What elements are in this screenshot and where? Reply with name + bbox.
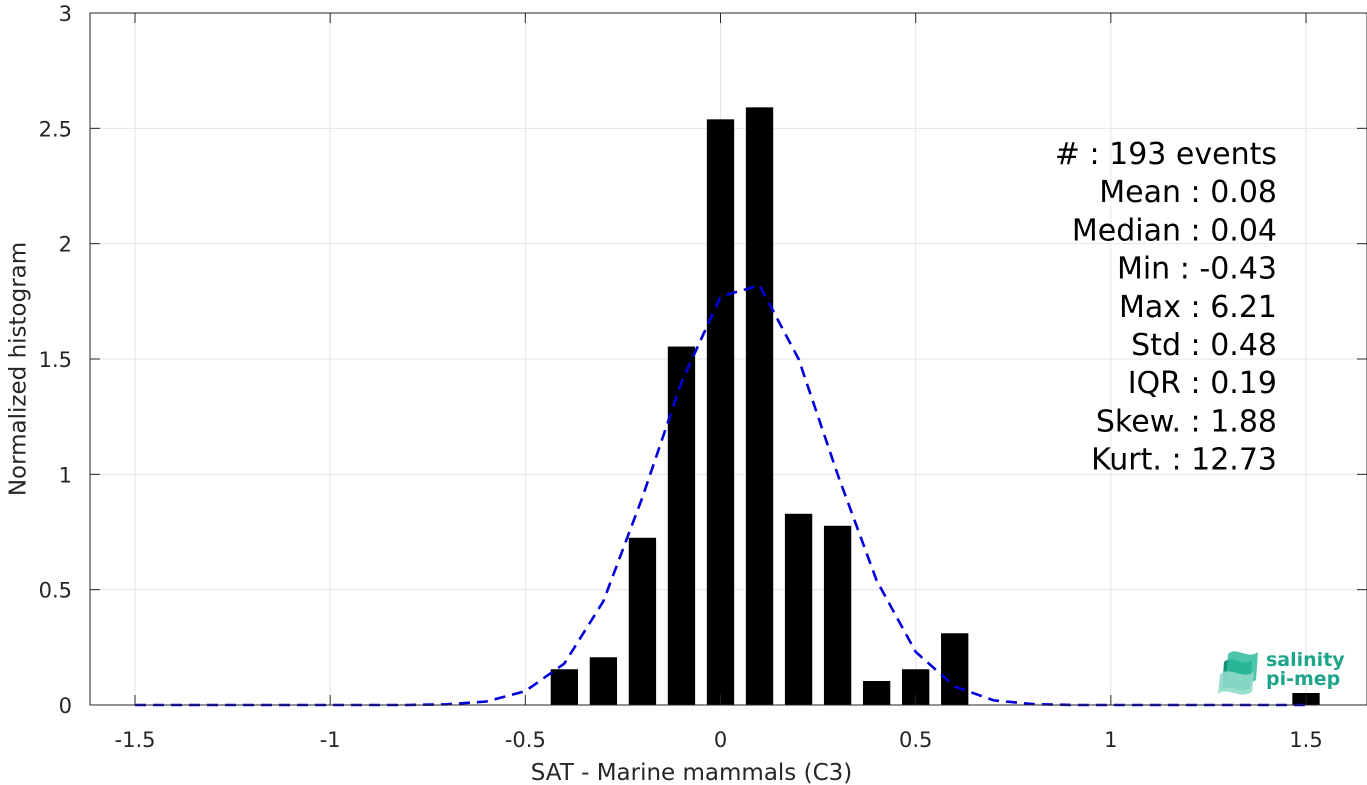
y-tick-label: 0.5: [39, 579, 72, 603]
x-tick-label: -0.5: [505, 728, 546, 752]
histogram-bar: [667, 346, 696, 705]
histogram-bar: [941, 633, 969, 705]
histogram-bar: [550, 669, 579, 705]
stat-line: Skew. : 1.88: [1096, 404, 1277, 439]
histogram-bar: [706, 119, 735, 705]
x-tick-label: 0.5: [899, 728, 932, 752]
stat-line: Kurt. : 12.73: [1091, 443, 1277, 478]
y-tick-label: 0: [59, 694, 72, 718]
stat-line: Mean : 0.08: [1099, 175, 1277, 210]
y-tick-label: 3: [59, 2, 72, 26]
logo-text-pi-mep: pi-mep: [1266, 668, 1340, 690]
y-tick-label: 2.5: [39, 117, 72, 141]
x-tick-label: 1: [1104, 728, 1117, 752]
salinity-pi-mep-logo: salinity pi-mep: [1218, 649, 1345, 695]
y-axis-label: Normalized histogram: [6, 242, 32, 496]
x-tick-label: -1: [320, 728, 341, 752]
axis-ticks: -1.5 -1 -0.5 0 0.5 1 1.5 0 0.5 1 1.5 2 2.5 3: [39, 2, 1367, 752]
y-tick-label: 1.5: [39, 348, 72, 372]
y-tick-label: 2: [59, 233, 72, 257]
histogram-bar: [589, 657, 618, 705]
x-tick-label: 0: [714, 728, 727, 752]
logo-wave-icon: [1218, 651, 1258, 695]
x-axis-label: SAT - Marine mammals (C3): [531, 760, 853, 785]
histogram-bar: [823, 525, 852, 705]
stat-line: Min : -0.43: [1117, 252, 1277, 287]
logo-text-salinity: salinity: [1266, 649, 1345, 671]
stat-line: Median : 0.04: [1072, 213, 1277, 248]
histogram-bar: [862, 681, 891, 705]
x-tick-label: -1.5: [115, 728, 156, 752]
stat-line: # : 193 events: [1055, 137, 1277, 172]
histogram-bar: [628, 537, 657, 705]
stat-line: IQR : 0.19: [1128, 366, 1277, 401]
stat-line: Std : 0.48: [1131, 328, 1277, 363]
histogram-bar: [745, 107, 774, 706]
y-tick-label: 1: [59, 463, 72, 487]
stat-line: Max : 6.21: [1119, 290, 1277, 325]
histogram-bar: [784, 513, 813, 705]
x-tick-label: 1.5: [1289, 728, 1322, 752]
histogram-bars: [550, 107, 1320, 706]
